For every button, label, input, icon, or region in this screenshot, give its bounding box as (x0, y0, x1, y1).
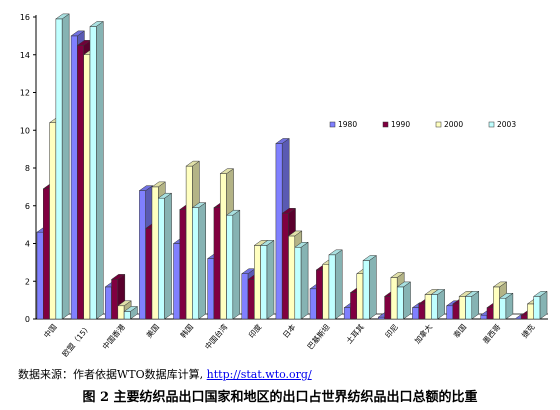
y-tick-label: 4 (25, 240, 30, 249)
y-tick-label: 12 (20, 89, 30, 98)
y-tick-label: 2 (25, 277, 30, 286)
y-tick-label: 10 (20, 126, 30, 135)
bar (259, 239, 275, 320)
category-label: 中国 (41, 322, 58, 340)
category-label: 墨西哥 (481, 322, 503, 345)
bar (89, 20, 105, 320)
y-tick-labels: 0 2 4 6 8 10 12 14 16 (20, 13, 36, 324)
bar (464, 290, 480, 320)
y-tick-label: 8 (25, 164, 30, 173)
bar (191, 202, 207, 320)
category-label: 日本 (280, 321, 298, 339)
source-link[interactable]: http://stat.wto.org/ (206, 368, 312, 381)
legend-swatch (435, 121, 442, 128)
bar (430, 288, 446, 320)
category-label: 美国 (144, 322, 161, 340)
category-label: 韩国 (178, 322, 195, 340)
bar (532, 290, 548, 320)
y-tick-label: 0 (25, 315, 30, 324)
legend-label: 1990 (391, 120, 410, 129)
bar (123, 305, 139, 320)
source-note: 数据来源：作者依据WTO数据库计算, http://stat.wto.org/ (18, 366, 312, 382)
category-label: 捷克 (519, 321, 537, 339)
bar (396, 281, 412, 320)
bar (157, 192, 173, 320)
source-text: 数据来源：作者依据WTO数据库计算, (18, 368, 207, 381)
legend-label: 2000 (444, 120, 463, 129)
category-label: 中国台湾 (202, 321, 229, 351)
bar (498, 292, 514, 320)
category-label: 泰国 (451, 322, 468, 340)
chart-bars (36, 13, 548, 320)
category-label: 土耳其 (344, 321, 366, 345)
bar (55, 13, 70, 320)
chart: 0 2 4 6 8 10 12 14 16 中国 欧盟（15） 中国香港 美国 韩国 中国台湾 印度 日本 巴基… (20, 13, 548, 359)
category-label: 中国香港 (100, 321, 127, 351)
figure-caption: 图 2 主要纺织品出口国家和地区的出口占世界纺织品出口总额的比重 (82, 390, 478, 405)
y-tick-label: 14 (20, 51, 30, 60)
legend: 1980 1990 2000 2003 (329, 120, 516, 129)
y-tick-label: 16 (20, 13, 30, 22)
bar (225, 209, 241, 320)
legend-swatch (382, 121, 389, 128)
bar (294, 241, 309, 320)
category-label: 印度 (246, 321, 264, 339)
legend-label: 2003 (497, 120, 516, 129)
y-tick-label: 6 (25, 202, 30, 211)
legend-swatch (329, 121, 336, 128)
category-label: 欧盟（15） (60, 322, 93, 359)
category-label: 印尼 (383, 323, 400, 340)
legend-label: 1980 (338, 120, 357, 129)
category-label: 巴基斯坦 (305, 321, 332, 351)
legend-swatch (488, 121, 495, 128)
category-label: 加拿大 (412, 321, 434, 345)
bar (328, 249, 344, 320)
bar (362, 255, 378, 320)
x-category-labels: 中国 欧盟（15） 中国香港 美国 韩国 中国台湾 印度 日本 巴基斯坦 土耳其 印尼 加拿大 泰国 墨西… (41, 321, 536, 358)
